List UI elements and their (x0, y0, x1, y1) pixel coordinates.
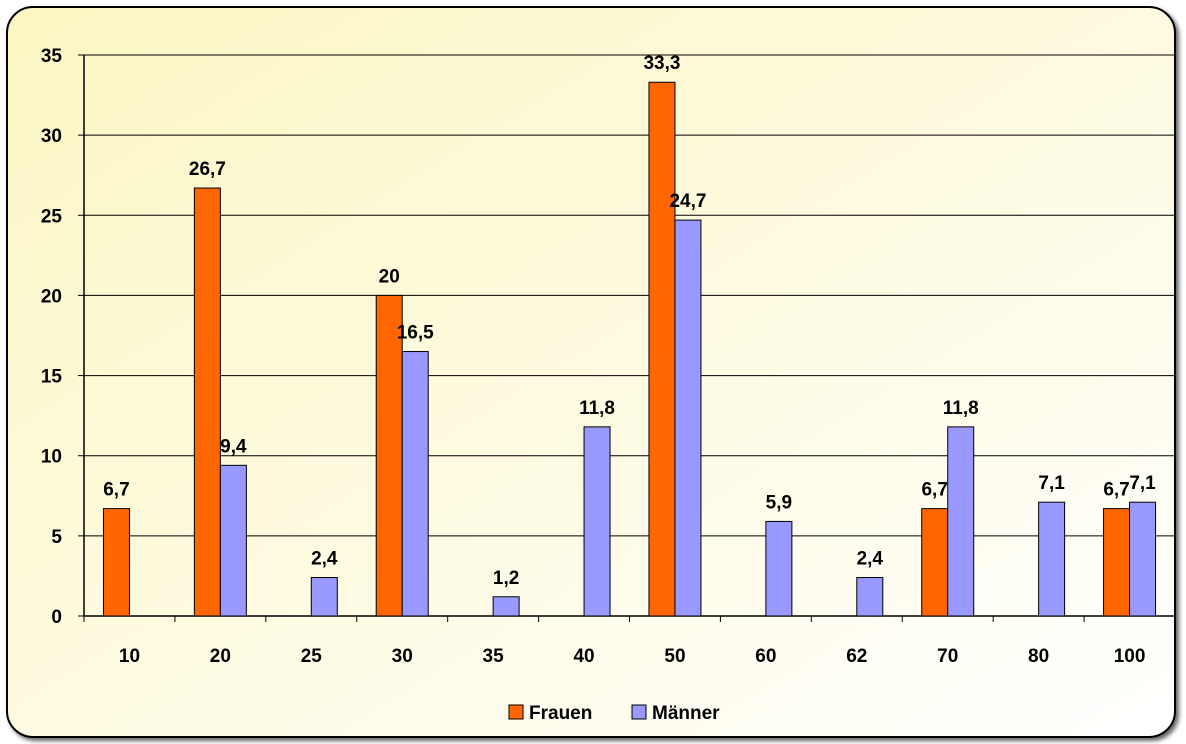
x-tick-label: 30 (392, 646, 413, 667)
data-label: 6,7 (103, 480, 129, 501)
bar-m-nner (492, 596, 520, 617)
legend: Frauen Männer (508, 703, 720, 724)
y-tick-label: 15 (41, 367, 63, 388)
x-tick-label: 50 (664, 646, 685, 667)
x-tick-label: 70 (937, 646, 958, 667)
x-tick-label: 40 (573, 646, 594, 667)
x-tick-label: 35 (483, 646, 505, 667)
data-label: 16,5 (397, 323, 434, 344)
x-tick-label: 100 (1114, 646, 1146, 667)
x-tick-label: 10 (119, 646, 140, 667)
data-label: 11,8 (579, 398, 615, 419)
bar-frauen (1103, 508, 1131, 617)
y-tick-label: 35 (41, 46, 63, 67)
data-label: 6,7 (921, 480, 947, 501)
legend-swatch-frauen (508, 704, 524, 720)
y-tick-label: 5 (51, 527, 62, 548)
legend-label: Frauen (529, 703, 592, 724)
x-tick-label: 80 (1028, 646, 1049, 667)
data-label: 6,7 (1103, 480, 1129, 501)
data-label: 2,4 (311, 549, 338, 570)
bar-frauen (193, 187, 221, 617)
data-label: 33,3 (643, 53, 680, 74)
x-tick-label: 25 (301, 646, 323, 667)
data-label: 26,7 (189, 159, 226, 180)
y-tick-label: 30 (41, 126, 62, 147)
bar-m-nner (947, 426, 975, 617)
bar-frauen (102, 508, 130, 617)
x-tick-label: 60 (755, 646, 776, 667)
axes: 0 5 10 15 20 25 30 35 10 20 25 30 35 40 50 60 62 70 80 100 (41, 46, 1176, 667)
data-label: 11,8 (943, 398, 979, 419)
data-label: 1,2 (493, 568, 519, 589)
legend-label: Männer (652, 703, 720, 724)
y-tick-label: 20 (41, 286, 62, 307)
data-label: 5,9 (766, 492, 792, 513)
bar-m-nner (583, 426, 611, 617)
bar-m-nner (219, 464, 247, 617)
x-tick-label: 20 (210, 646, 231, 667)
bar-m-nner (674, 219, 702, 617)
data-label: 20 (379, 266, 400, 287)
y-tick-label: 25 (41, 206, 63, 227)
gridlines (84, 54, 1175, 537)
data-label: 9,4 (220, 436, 247, 457)
bar-m-nner (1038, 501, 1066, 617)
data-label: 7,1 (1129, 473, 1156, 494)
bar-m-nner (310, 577, 338, 617)
bar-m-nner (1129, 501, 1157, 617)
data-labels: 6,7 26,7 20 33,3 6,7 6,7 9,4 2,4 16,5 1,2 11,8 24,7… (103, 53, 1156, 589)
data-label: 24,7 (669, 191, 706, 212)
x-tick-label: 62 (846, 646, 867, 667)
bar-m-nner (401, 351, 429, 617)
bars (102, 81, 1157, 617)
bar-m-nner (765, 520, 793, 617)
bar-m-nner (856, 577, 884, 617)
bar-frauen (375, 294, 403, 617)
bar-frauen (648, 81, 676, 617)
bar-frauen (921, 508, 949, 617)
y-tick-label: 0 (51, 607, 62, 628)
legend-swatch-m-nner (631, 704, 647, 720)
data-label: 2,4 (857, 549, 884, 570)
y-tick-label: 10 (41, 447, 62, 468)
chart-frame (6, 6, 1176, 738)
data-label: 7,1 (1038, 473, 1065, 494)
